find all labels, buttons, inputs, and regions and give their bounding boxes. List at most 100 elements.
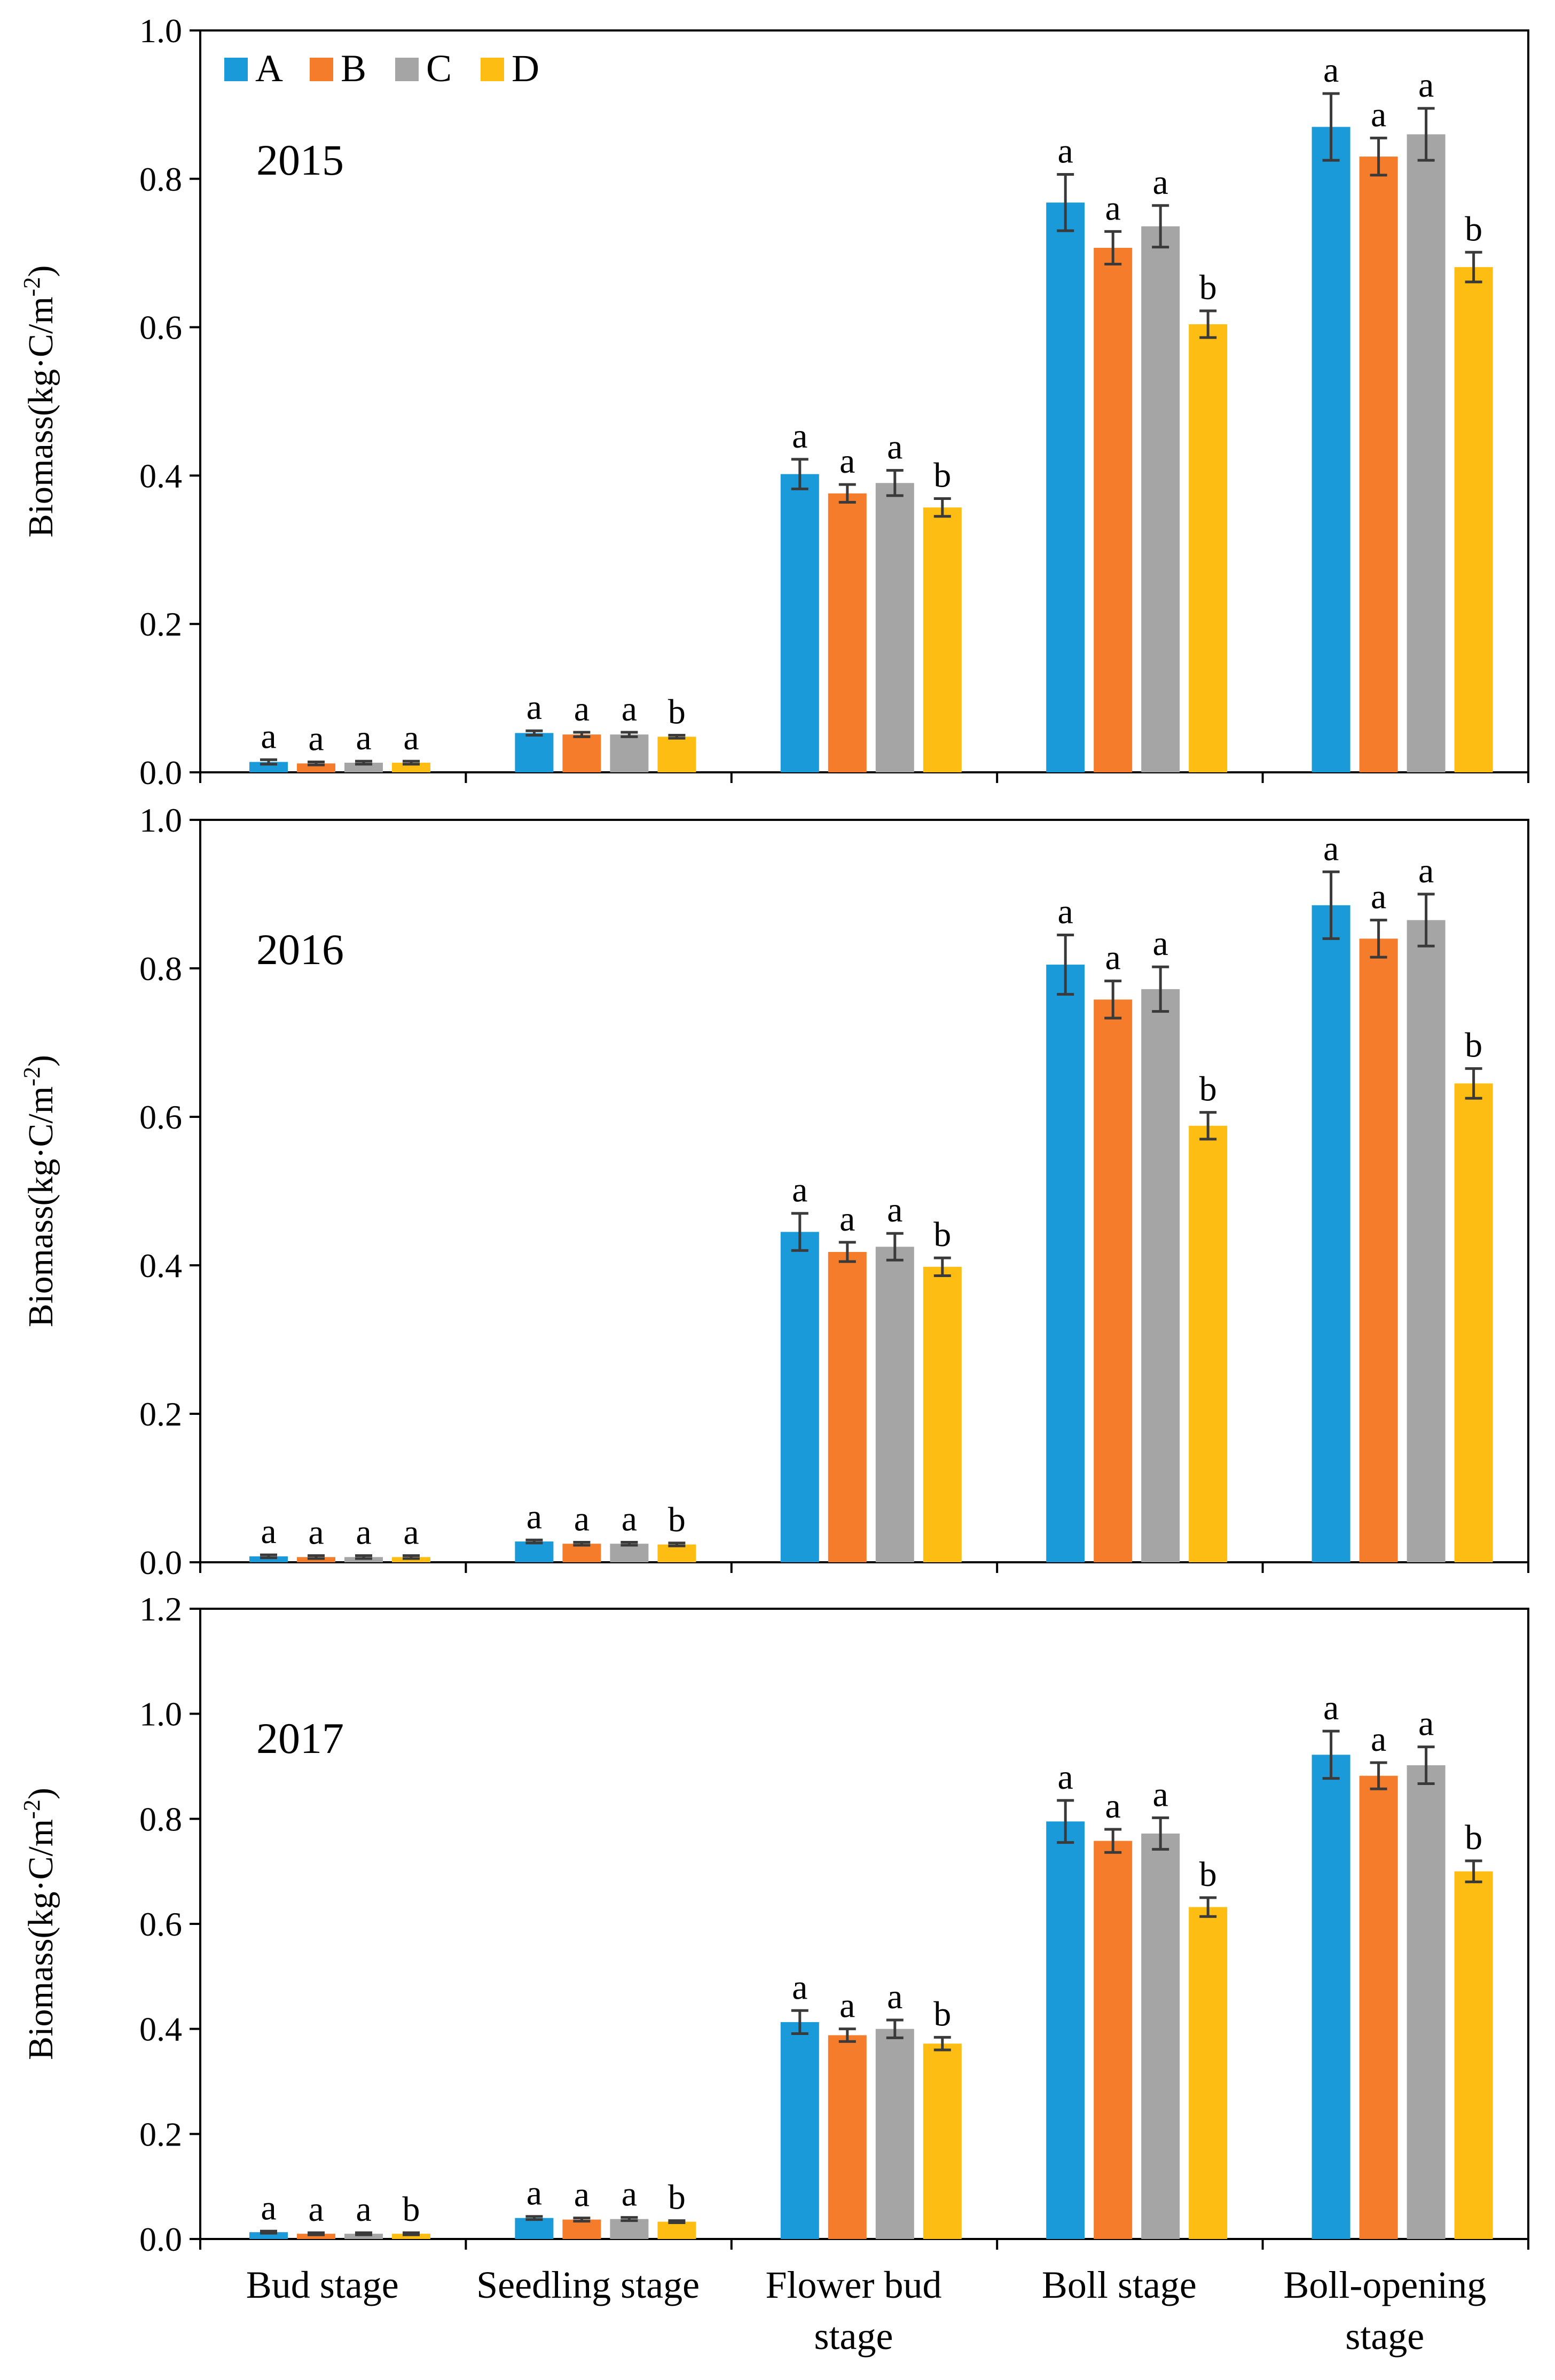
y-tick-label: 0.2 (139, 2115, 182, 2153)
legend-label-D: D (512, 47, 539, 90)
bar-A (1311, 905, 1350, 1562)
bar-D (1189, 1907, 1228, 2239)
year-label: 2015 (256, 136, 344, 184)
bar-B (1359, 938, 1398, 1562)
bar-B (1094, 1841, 1133, 2239)
significance-label: a (622, 690, 637, 729)
y-axis-title: Biomass(kg·C/m-2) (19, 265, 61, 538)
bar-B (828, 1251, 867, 1562)
bar-C (610, 2219, 649, 2239)
significance-label: a (1323, 829, 1339, 868)
y-tick-label: 0.0 (139, 2220, 182, 2258)
bar-B (1094, 247, 1133, 772)
bar-A (515, 2218, 554, 2239)
chart-panel-2017: 0.0 0.2 0.4 0.6 0.8 1.0 1.2 Biomass(kg·C/m-2) 20… (19, 1590, 1529, 2258)
significance-label: a (1105, 189, 1121, 228)
significance-label: a (1418, 851, 1434, 890)
significance-label: b (668, 693, 686, 732)
bar-D (923, 1266, 962, 1562)
significance-label: a (574, 2175, 590, 2214)
y-tick-label: 1.0 (139, 1695, 182, 1733)
significance-label: b (403, 2190, 420, 2229)
bar-D (923, 2044, 962, 2239)
bar-D (1189, 324, 1228, 772)
bar-B (1359, 156, 1398, 772)
bar-C (1407, 1765, 1446, 2239)
significance-label: b (933, 456, 951, 495)
significance-label: b (668, 2178, 686, 2217)
bar-A (249, 2232, 288, 2239)
significance-label: a (622, 2175, 637, 2214)
y-tick-label: 0.6 (139, 1098, 182, 1136)
y-axis-title: Biomass(kg·C/m-2) (19, 1788, 61, 2060)
significance-label: b (1465, 209, 1482, 248)
bar-C (344, 762, 383, 772)
bar-B (828, 2035, 867, 2239)
significance-label: b (1199, 1070, 1217, 1109)
significance-label: b (1199, 1855, 1217, 1894)
y-tick-label: 0.6 (139, 309, 182, 347)
significance-label: a (356, 1513, 371, 1552)
bar-C (610, 1544, 649, 1562)
y-tick-label: 0.2 (139, 605, 182, 643)
x-category-label: Seedling stage (476, 2264, 700, 2306)
significance-label: a (1058, 1758, 1073, 1797)
chart-panel-2016: 0.0 0.2 0.4 0.6 0.8 1.0 Biomass(kg·C/m-2) 2016 a… (19, 801, 1529, 1582)
chart-panel-2015: 0.0 0.2 0.4 0.6 0.8 1.0 Biomass(kg·C/m-2) 2015 a… (19, 12, 1529, 792)
significance-label: a (887, 428, 902, 467)
significance-label: a (261, 717, 276, 756)
significance-label: a (1323, 51, 1339, 90)
significance-label: a (1371, 1720, 1386, 1759)
significance-label: a (1323, 1688, 1339, 1727)
significance-label: a (1105, 938, 1121, 977)
bar-C (875, 483, 914, 772)
bar-C (1407, 920, 1446, 1562)
significance-label: a (574, 690, 590, 729)
bar-A (249, 1556, 288, 1562)
bar-D (923, 507, 962, 772)
y-tick-label: 1.2 (139, 1590, 182, 1628)
y-tick-label: 1.0 (139, 12, 182, 50)
significance-label: a (527, 2174, 542, 2213)
y-tick-label: 0.2 (139, 1395, 182, 1433)
x-category-label: stage (814, 2315, 893, 2358)
legend-label-C: C (426, 47, 452, 90)
significance-label: a (622, 1499, 637, 1538)
significance-label: a (1153, 1775, 1168, 1814)
significance-label: a (261, 1512, 276, 1551)
significance-label: a (356, 718, 371, 757)
legend-swatch-A (224, 58, 248, 81)
bar-D (657, 2221, 696, 2239)
bar-A (780, 474, 819, 772)
bar-C (875, 2029, 914, 2239)
significance-label: a (527, 688, 542, 727)
bar-C (1141, 226, 1180, 772)
bar-C (1141, 989, 1180, 1562)
significance-label: a (1058, 892, 1073, 931)
bar-B (297, 763, 335, 772)
significance-label: a (356, 2190, 371, 2229)
y-tick-label: 0.0 (139, 1544, 182, 1582)
bar-D (1454, 1871, 1493, 2239)
legend-label-A: A (255, 47, 283, 90)
significance-label: a (527, 1497, 542, 1536)
significance-label: a (1153, 924, 1168, 963)
bar-B (1094, 999, 1133, 1562)
significance-label: a (839, 1200, 855, 1239)
x-category-label: stage (1345, 2315, 1424, 2358)
significance-label: a (792, 1171, 807, 1210)
bar-D (392, 762, 430, 772)
bar-C (1141, 1833, 1180, 2239)
bar-B (828, 493, 867, 772)
bar-A (515, 1541, 554, 1562)
significance-label: b (1465, 1818, 1482, 1857)
significance-label: a (1058, 131, 1073, 170)
y-tick-label: 0.4 (139, 1247, 182, 1285)
legend-label-B: B (341, 47, 366, 90)
significance-label: b (1199, 268, 1217, 307)
significance-label: a (1105, 1787, 1121, 1826)
y-tick-label: 0.4 (139, 457, 182, 495)
x-category-label: Bud stage (246, 2264, 399, 2306)
bar-A (1311, 127, 1350, 772)
legend-swatch-B (310, 58, 333, 81)
